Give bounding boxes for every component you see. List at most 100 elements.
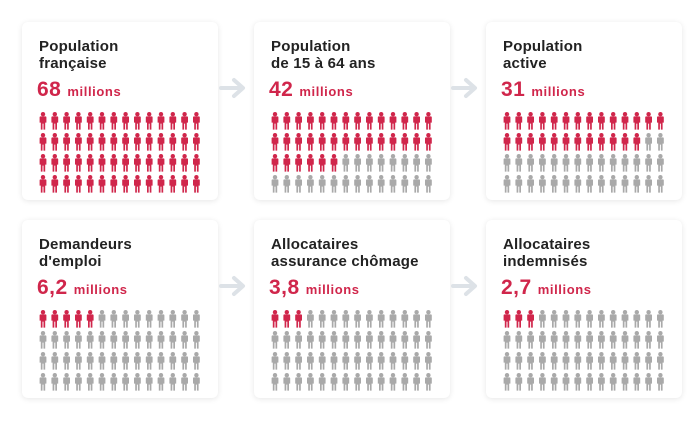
person-icon [586,373,593,391]
person-icon-highlighted [645,112,652,130]
person-icon-highlighted [86,112,94,130]
person-icon [609,310,617,328]
card-unit: millions [67,84,122,99]
person-icon [169,373,177,391]
person-icon [645,133,652,151]
person-icon-highlighted [515,133,523,151]
person-icon-highlighted [110,154,118,172]
person-icon [598,373,605,391]
person-icon-highlighted [86,310,94,328]
person-icon-highlighted [586,133,593,151]
person-icon [389,352,397,370]
person-icon [354,154,361,172]
person-icon-highlighted [295,154,302,172]
person-icon-highlighted [330,154,338,172]
person-icon-highlighted [271,310,279,328]
person-icon-highlighted [39,310,47,328]
person-icon [122,331,129,349]
people-grid [39,112,204,194]
person-icon [354,331,361,349]
card-unit: millions [531,84,586,99]
right-arrow-icon [451,276,477,296]
person-icon [354,373,361,391]
person-icon-highlighted [657,112,664,130]
person-icon [598,175,605,193]
person-icon [98,352,106,370]
person-icon [657,175,664,193]
person-icon [621,154,629,172]
person-icon [181,352,188,370]
person-icon [527,154,534,172]
person-icon [283,373,291,391]
person-icon-highlighted [425,112,432,130]
person-icon [330,331,338,349]
person-icon-highlighted [75,112,82,130]
card-demandeurs-emploi: Demandeurs d'emploi 6,2 millions [22,220,218,398]
card-title-line: de 15 à 64 ans [271,55,376,72]
person-icon-highlighted [283,112,291,130]
card-value: 6,2 [37,276,68,299]
person-icon [586,352,593,370]
person-icon-highlighted [122,175,129,193]
person-icon-highlighted [145,175,153,193]
people-pictogram [271,112,432,193]
person-icon-highlighted [98,112,106,130]
person-icon [574,310,582,328]
person-icon [366,175,373,193]
card-figure: 3,8 millions [269,276,360,300]
person-icon [366,352,373,370]
person-icon [574,154,582,172]
people-grid [39,310,204,392]
person-icon-highlighted [295,112,302,130]
person-icon [621,331,629,349]
person-icon [39,331,47,349]
person-icon [181,331,188,349]
person-icon-highlighted [539,112,546,130]
person-icon [354,175,361,193]
person-icon [330,310,338,328]
person-icon-highlighted [51,112,59,130]
card-title-line: Population [271,38,351,55]
person-icon [633,352,641,370]
person-icon [318,175,326,193]
person-icon-highlighted [503,310,511,328]
person-icon-highlighted [318,133,326,151]
person-icon [562,352,570,370]
person-icon [318,331,326,349]
person-icon [515,331,523,349]
person-icon-highlighted [134,133,141,151]
person-icon-highlighted [609,133,617,151]
person-icon [271,331,279,349]
person-icon-highlighted [181,133,188,151]
person-icon-highlighted [633,112,641,130]
person-icon [598,154,605,172]
person-icon-highlighted [283,133,291,151]
person-icon-highlighted [527,112,534,130]
person-icon [318,373,326,391]
card-title: Population française [39,38,219,72]
person-icon [574,352,582,370]
person-icon-highlighted [586,112,593,130]
person-icon [401,310,409,328]
person-icon [562,175,570,193]
person-icon [562,310,570,328]
person-icon [550,331,558,349]
person-icon [609,352,617,370]
people-grid [503,112,668,194]
person-icon [425,154,432,172]
person-icon [527,373,534,391]
person-icon [413,175,420,193]
people-grid [271,310,436,392]
person-icon [633,154,641,172]
person-icon [609,175,617,193]
person-icon [157,331,165,349]
people-grid [271,112,436,194]
person-icon [503,373,511,391]
card-title: Allocataires indemnisés [503,236,683,270]
person-icon-highlighted [271,112,279,130]
person-icon [550,310,558,328]
person-icon-highlighted [145,133,153,151]
person-icon-highlighted [181,154,188,172]
person-icon-highlighted [122,112,129,130]
person-icon-highlighted [527,310,534,328]
